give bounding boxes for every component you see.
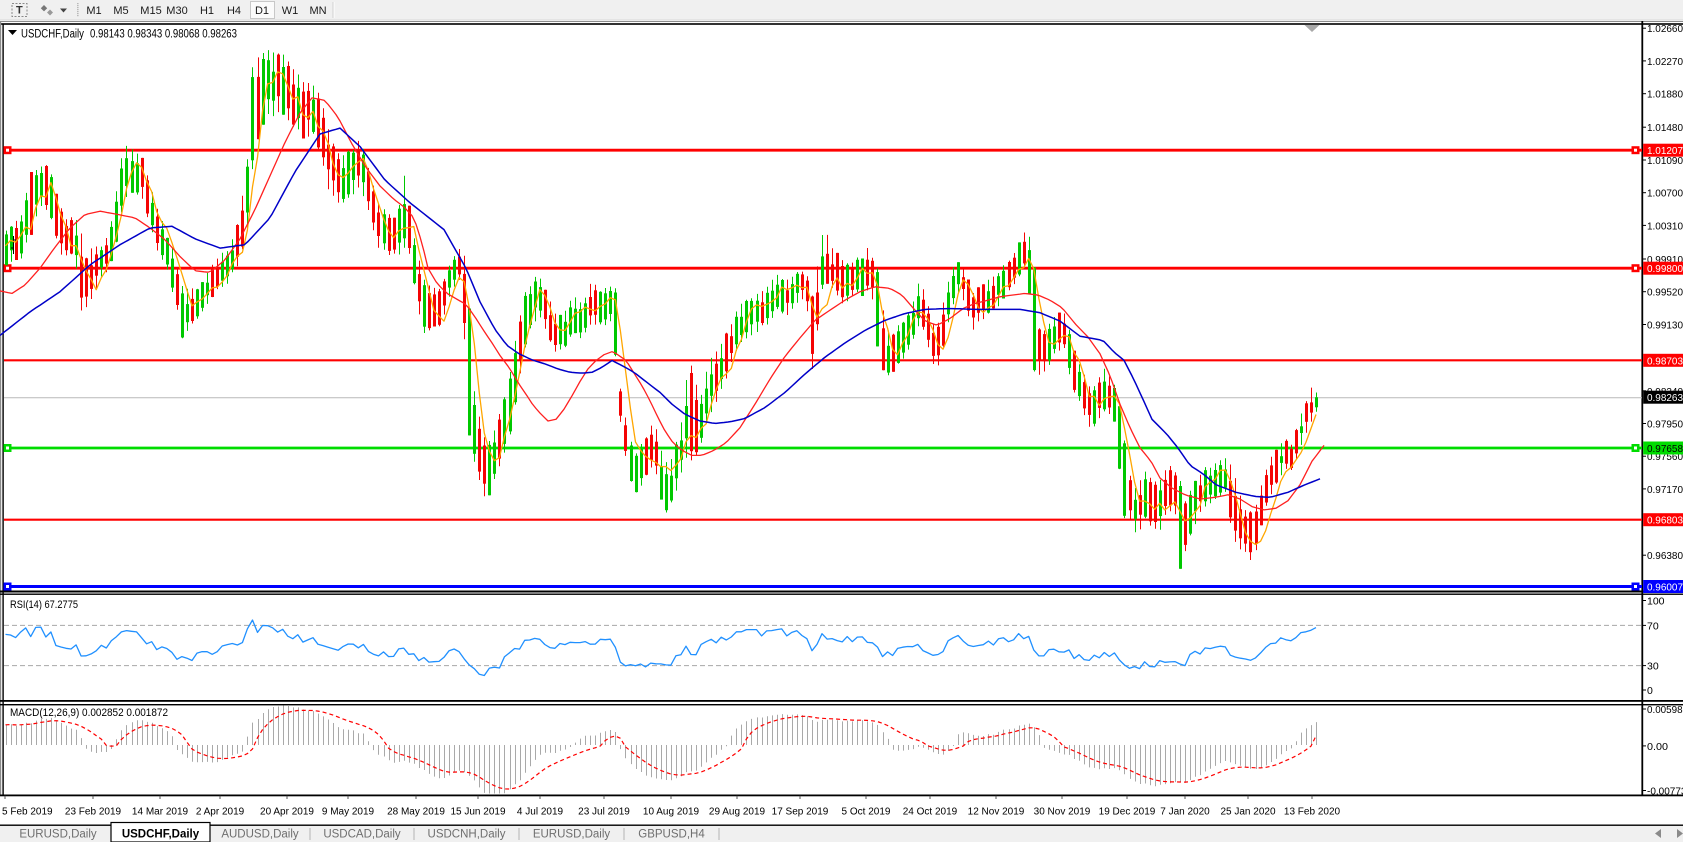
- svg-text:0.98263: 0.98263: [1647, 392, 1683, 404]
- svg-text:0.96007: 0.96007: [1647, 582, 1683, 594]
- svg-text:1.01090: 1.01090: [1647, 155, 1683, 167]
- svg-text:28 May 2019: 28 May 2019: [387, 807, 445, 818]
- svg-text:1.01207: 1.01207: [1647, 145, 1683, 157]
- svg-text:30: 30: [1647, 661, 1659, 673]
- svg-text:12 Nov 2019: 12 Nov 2019: [968, 807, 1025, 818]
- svg-text:0.99800: 0.99800: [1647, 263, 1683, 275]
- svg-text:M1: M1: [86, 5, 101, 17]
- svg-text:14 Mar 2019: 14 Mar 2019: [132, 807, 189, 818]
- svg-text:7 Jan 2020: 7 Jan 2020: [1160, 807, 1210, 818]
- svg-text:24 Oct 2019: 24 Oct 2019: [903, 807, 958, 818]
- svg-text:17 Sep 2019: 17 Sep 2019: [772, 807, 829, 818]
- svg-text:5 Oct 2019: 5 Oct 2019: [842, 807, 891, 818]
- svg-text:29 Aug 2019: 29 Aug 2019: [709, 807, 766, 818]
- svg-text:100: 100: [1647, 596, 1665, 608]
- svg-text:-0.007733: -0.007733: [1647, 786, 1683, 798]
- svg-text:EURUSD,Daily: EURUSD,Daily: [19, 829, 97, 841]
- svg-text:MACD(12,26,9) 0.002852 0.00187: MACD(12,26,9) 0.002852 0.001872: [10, 707, 168, 719]
- svg-text:10 Aug 2019: 10 Aug 2019: [643, 807, 700, 818]
- svg-text:0.98143 0.98343 0.98068 0.9826: 0.98143 0.98343 0.98068 0.98263: [90, 29, 237, 41]
- svg-text:USDCHF,Daily: USDCHF,Daily: [21, 29, 84, 41]
- svg-text:0.99520: 0.99520: [1647, 287, 1683, 299]
- svg-text:M30: M30: [166, 5, 187, 17]
- svg-text:USDCNH,Daily: USDCNH,Daily: [428, 829, 506, 841]
- svg-text:1.01480: 1.01480: [1647, 122, 1683, 134]
- svg-text:0.97950: 0.97950: [1647, 419, 1683, 431]
- svg-text:25 Jan 2020: 25 Jan 2020: [1220, 807, 1275, 818]
- svg-text:1.02660: 1.02660: [1647, 23, 1683, 35]
- svg-text:EURUSD,Daily: EURUSD,Daily: [533, 829, 611, 841]
- svg-text:9 May 2019: 9 May 2019: [322, 807, 375, 818]
- svg-text:0.98703: 0.98703: [1647, 355, 1683, 367]
- svg-text:1.00310: 1.00310: [1647, 220, 1683, 232]
- svg-text:1.00700: 1.00700: [1647, 188, 1683, 200]
- svg-text:70: 70: [1647, 620, 1659, 632]
- svg-text:AUDUSD,Daily: AUDUSD,Daily: [221, 829, 299, 841]
- svg-text:0: 0: [1647, 685, 1653, 697]
- svg-text:0.96803: 0.96803: [1647, 515, 1683, 527]
- svg-text:D1: D1: [255, 5, 269, 17]
- svg-text:0.005986: 0.005986: [1647, 704, 1683, 716]
- svg-text:1.01880: 1.01880: [1647, 89, 1683, 101]
- svg-text:0.99130: 0.99130: [1647, 320, 1683, 332]
- svg-text:M15: M15: [140, 5, 161, 17]
- svg-text:MN: MN: [309, 5, 326, 17]
- svg-text:W1: W1: [282, 5, 299, 17]
- svg-text:USDCAD,Daily: USDCAD,Daily: [323, 829, 401, 841]
- svg-text:20 Apr 2019: 20 Apr 2019: [260, 807, 314, 818]
- svg-text:30 Nov 2019: 30 Nov 2019: [1034, 807, 1091, 818]
- svg-text:M5: M5: [113, 5, 128, 17]
- svg-text:RSI(14) 67.2775: RSI(14) 67.2775: [10, 599, 78, 611]
- svg-text:GBPUSD,H4: GBPUSD,H4: [638, 829, 705, 841]
- svg-text:13 Feb 2020: 13 Feb 2020: [1284, 807, 1341, 818]
- svg-text:T: T: [16, 5, 23, 17]
- svg-text:2 Apr 2019: 2 Apr 2019: [196, 807, 245, 818]
- svg-text:15 Jun 2019: 15 Jun 2019: [450, 807, 505, 818]
- svg-text:0.97170: 0.97170: [1647, 484, 1683, 496]
- svg-text:0.97658: 0.97658: [1647, 443, 1683, 455]
- svg-text:4 Jul 2019: 4 Jul 2019: [517, 807, 564, 818]
- svg-text:0.00: 0.00: [1647, 741, 1668, 753]
- svg-text:5 Feb 2019: 5 Feb 2019: [2, 807, 53, 818]
- svg-text:0.96380: 0.96380: [1647, 550, 1683, 562]
- svg-text:USDCHF,Daily: USDCHF,Daily: [122, 829, 200, 841]
- svg-text:H4: H4: [227, 5, 241, 17]
- svg-text:H1: H1: [200, 5, 214, 17]
- svg-text:23 Jul 2019: 23 Jul 2019: [578, 807, 630, 818]
- svg-text:23 Feb 2019: 23 Feb 2019: [65, 807, 122, 818]
- svg-text:19 Dec 2019: 19 Dec 2019: [1099, 807, 1156, 818]
- svg-text:1.02270: 1.02270: [1647, 56, 1683, 68]
